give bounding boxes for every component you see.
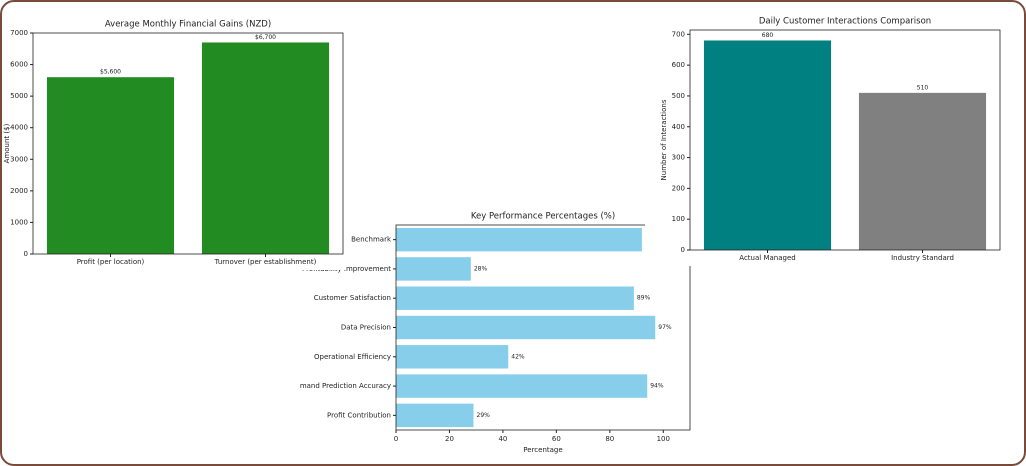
value-label: $6,700 bbox=[255, 34, 276, 41]
y-axis-label: Amount ($) bbox=[3, 123, 11, 163]
y-tick-label: Profit Contribution bbox=[327, 411, 391, 419]
chart: Key Performance Percentages (%) 0 20 40 60 80… bbox=[300, 208, 692, 458]
bar bbox=[396, 403, 474, 428]
y-tick-label: Operational Efficiency bbox=[314, 353, 391, 361]
bar bbox=[396, 286, 634, 310]
y-tick-label: 200 bbox=[672, 184, 685, 192]
bar bbox=[858, 92, 987, 250]
chart-title: Daily Customer Interactions Comparison bbox=[759, 17, 931, 27]
plot-frame bbox=[32, 32, 344, 255]
y-axis-label: Number of Interactions bbox=[660, 99, 668, 180]
x-tick-label: 0 bbox=[394, 435, 398, 443]
y-tick-label: Customer Satisfaction bbox=[314, 294, 391, 302]
x-tick-label: 100 bbox=[657, 435, 670, 443]
y-tick-label: 2000 bbox=[10, 187, 28, 195]
y-tick-label: 0 bbox=[681, 246, 685, 254]
y-tick-label: 5000 bbox=[10, 92, 28, 100]
x-tick-label: 20 bbox=[445, 435, 454, 443]
bar bbox=[46, 77, 175, 254]
x-axis-label: Percentage bbox=[523, 446, 562, 454]
value-label: 510 bbox=[917, 84, 929, 91]
chart: Daily Customer Interactions Comparison 0 1… bbox=[645, 14, 1005, 266]
y-tick-label: 600 bbox=[672, 61, 685, 69]
y-tick-label: 7000 bbox=[10, 29, 28, 37]
value-label: 97% bbox=[658, 324, 672, 331]
y-tick-label: 700 bbox=[672, 30, 685, 38]
value-label: 29% bbox=[477, 412, 491, 419]
value-label: 680 bbox=[762, 32, 774, 39]
x-tick-label: Turnover (per establishment) bbox=[214, 258, 317, 266]
y-tick-label: 300 bbox=[672, 154, 685, 162]
value-label: 94% bbox=[650, 383, 664, 390]
value-label: 28% bbox=[474, 265, 488, 272]
chart-title: Key Performance Percentages (%) bbox=[471, 212, 615, 222]
bar bbox=[201, 42, 330, 254]
chart: Average Monthly Financial Gains (NZD) 0 10… bbox=[2, 14, 346, 270]
x-tick-label: 40 bbox=[498, 435, 507, 443]
y-tick-label: 6000 bbox=[10, 61, 28, 69]
x-tick-label: Profit (per location) bbox=[77, 258, 145, 266]
bar bbox=[703, 40, 832, 250]
y-tick-label: 4000 bbox=[10, 124, 28, 132]
y-tick-label: Benchmark bbox=[351, 236, 392, 244]
plot-frame bbox=[395, 224, 691, 431]
x-tick-label: 80 bbox=[605, 435, 614, 443]
x-tick-label: Industry Standard bbox=[891, 254, 954, 262]
bar bbox=[396, 257, 471, 281]
value-label: 42% bbox=[511, 353, 525, 360]
y-tick-label: 0 bbox=[24, 250, 28, 258]
chart-title: Average Monthly Financial Gains (NZD) bbox=[105, 20, 271, 30]
value-label: $5,600 bbox=[100, 69, 121, 76]
x-tick-label: Actual Managed bbox=[739, 254, 795, 262]
y-tick-label: 3000 bbox=[10, 155, 28, 163]
bar bbox=[396, 315, 656, 340]
y-tick-label: Data Precision bbox=[341, 324, 391, 332]
bar bbox=[396, 374, 648, 398]
y-tick-label: Demand Prediction Accuracy bbox=[300, 382, 391, 390]
bar bbox=[396, 227, 642, 252]
y-tick-label: 100 bbox=[672, 215, 685, 223]
y-tick-label: 400 bbox=[672, 123, 685, 131]
y-tick-label: 1000 bbox=[10, 218, 28, 226]
y-tick-label: Profitability Improvement bbox=[302, 265, 391, 273]
y-tick-label: 500 bbox=[672, 92, 685, 100]
x-tick-label: 60 bbox=[552, 435, 561, 443]
value-label: 89% bbox=[637, 295, 651, 302]
plot-frame bbox=[689, 29, 1001, 251]
bar bbox=[396, 345, 509, 369]
